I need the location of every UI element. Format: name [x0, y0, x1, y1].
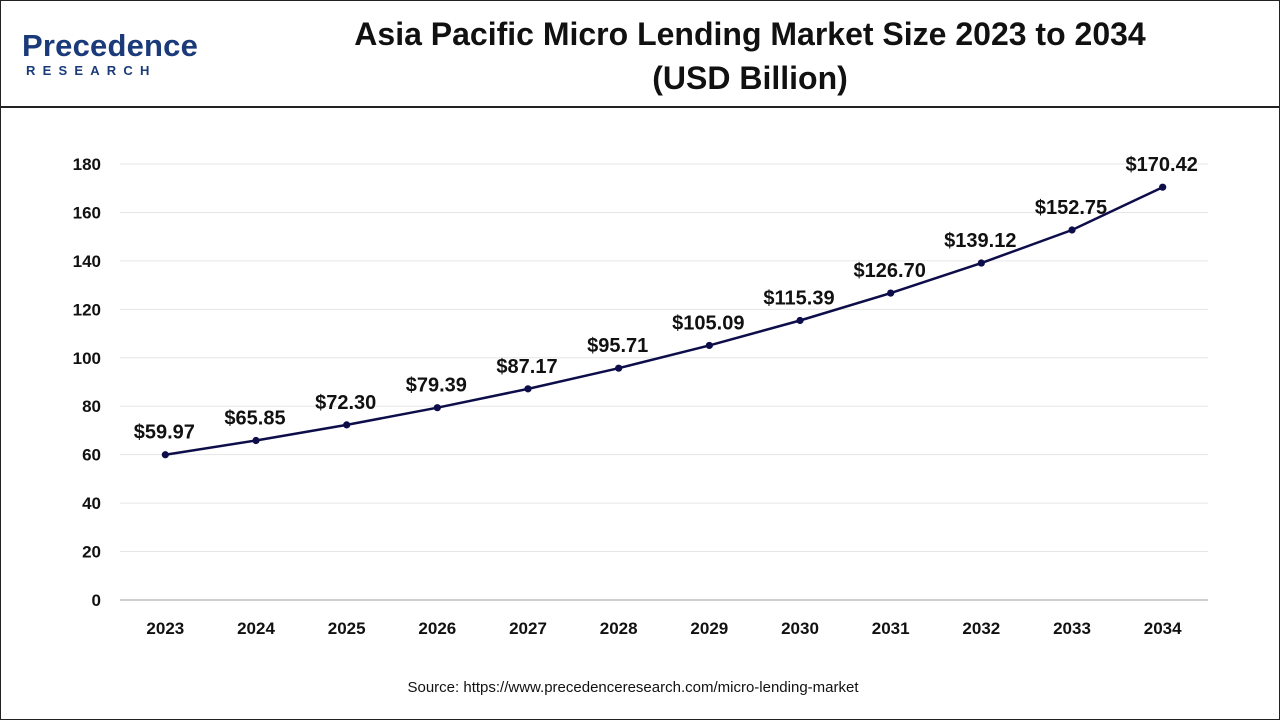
- data-label: $152.75: [1035, 197, 1107, 219]
- chart-title-line1: Asia Pacific Micro Lending Market Size 2…: [354, 16, 1146, 52]
- logo-sub-text: RESEARCH: [26, 63, 157, 78]
- logo-main-text: Precedence: [22, 28, 199, 63]
- chart-title: Asia Pacific Micro Lending Market Size 2…: [260, 12, 1240, 100]
- data-point: [161, 451, 169, 459]
- data-point: [977, 259, 985, 267]
- y-tick-label: 100: [73, 349, 101, 368]
- data-point: [252, 436, 260, 445]
- data-point: [1068, 226, 1076, 234]
- y-tick-label: 60: [82, 446, 101, 465]
- data-label: $72.30: [315, 392, 376, 414]
- line-chart: 0 20 40 60 80 100 120 140 160 180 2023 2024 2025 2026…: [73, 154, 1208, 638]
- x-tick-label: 2033: [1053, 619, 1091, 638]
- y-tick-label: 160: [73, 203, 101, 222]
- data-point: [705, 341, 713, 350]
- y-tick-label: 180: [73, 155, 101, 174]
- data-label: $65.85: [224, 407, 285, 429]
- data-label: $115.39: [763, 287, 834, 309]
- series-line: [165, 186, 1164, 456]
- x-tick-label: 2027: [509, 619, 547, 638]
- x-tick-label: 2023: [146, 619, 184, 638]
- y-tick-label: 40: [82, 494, 101, 513]
- header: Precedence RESEARCH Asia Pacific Micro L…: [0, 0, 1280, 108]
- data-point: [433, 404, 441, 412]
- x-tick-label: 2024: [237, 619, 275, 638]
- data-point: [615, 364, 623, 372]
- x-tick-label: 2029: [690, 619, 728, 638]
- y-tick-label: 140: [73, 252, 101, 271]
- data-label: $139.12: [944, 230, 1016, 252]
- y-tick-label: 20: [82, 543, 101, 562]
- data-point: [1159, 183, 1167, 191]
- x-tick-label: 2026: [418, 619, 456, 638]
- data-label: $170.42: [1126, 154, 1198, 176]
- x-tick-label: 2032: [962, 619, 1000, 638]
- data-point: [796, 316, 804, 325]
- data-label: $126.70: [854, 260, 926, 282]
- data-point: [887, 289, 895, 297]
- data-label: $95.71: [587, 335, 648, 357]
- x-tick-label: 2025: [328, 619, 366, 638]
- y-tick-label: 120: [73, 300, 101, 319]
- data-label: $59.97: [134, 422, 195, 444]
- y-tick-label: 0: [92, 591, 101, 610]
- chart-title-line2: (USD Billion): [652, 60, 848, 96]
- logo: Precedence RESEARCH: [22, 28, 222, 84]
- data-point: [343, 421, 351, 429]
- data-label: $105.09: [672, 312, 744, 334]
- data-point: [524, 385, 532, 393]
- x-tick-label: 2028: [600, 619, 638, 638]
- x-tick-label: 2031: [872, 619, 910, 638]
- x-tick-label: 2034: [1144, 619, 1182, 638]
- y-tick-label: 80: [82, 397, 101, 416]
- data-label: $87.17: [496, 356, 557, 378]
- source-note: Source: https://www.precedenceresearch.c…: [407, 679, 859, 696]
- data-label: $79.39: [406, 375, 467, 397]
- x-tick-label: 2030: [781, 619, 819, 638]
